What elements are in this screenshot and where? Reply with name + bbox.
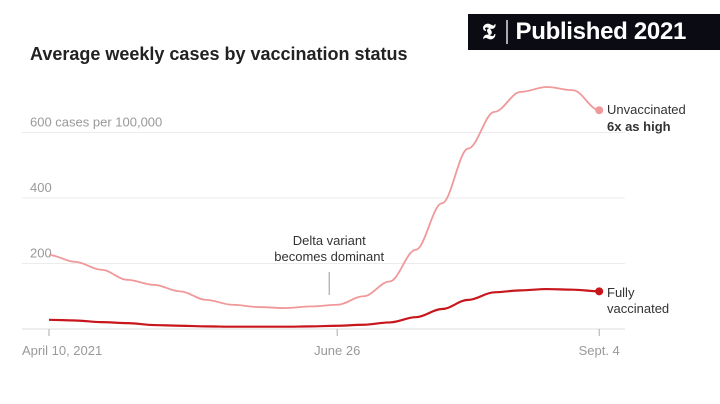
divider [505,20,508,44]
series-endpoint [595,287,604,296]
vaccinated-label-line1: Fully [607,285,635,300]
series-endpoint [595,106,604,115]
published-label: Published 2021 [515,18,687,45]
vaccinated-label-line2: vaccinated [607,301,669,316]
x-tick-label: April 10, 2021 [22,343,102,358]
nyt-logo: 𝕿 [482,19,496,45]
y-tick-label: 200 [30,246,52,261]
series-line-fully-vaccinated [48,287,600,328]
y-tick-label: 400 [30,180,52,195]
y-tick-label: 600 cases per 100,000 [30,115,162,130]
unvaccinated-label: Unvaccinated [607,102,686,117]
chart-title: Average weekly cases by vaccination stat… [30,44,408,64]
x-tick-label: June 26 [314,343,360,358]
x-tick-label: Sept. 4 [579,343,620,358]
published-badge: 𝕿 Published 2021 [468,14,720,50]
delta-annotation-line2: becomes dominant [274,249,384,264]
series-line-unvaccinated [48,86,600,309]
delta-annotation-line1: Delta variant [293,233,366,248]
unvaccinated-note: 6x as high [607,119,671,134]
